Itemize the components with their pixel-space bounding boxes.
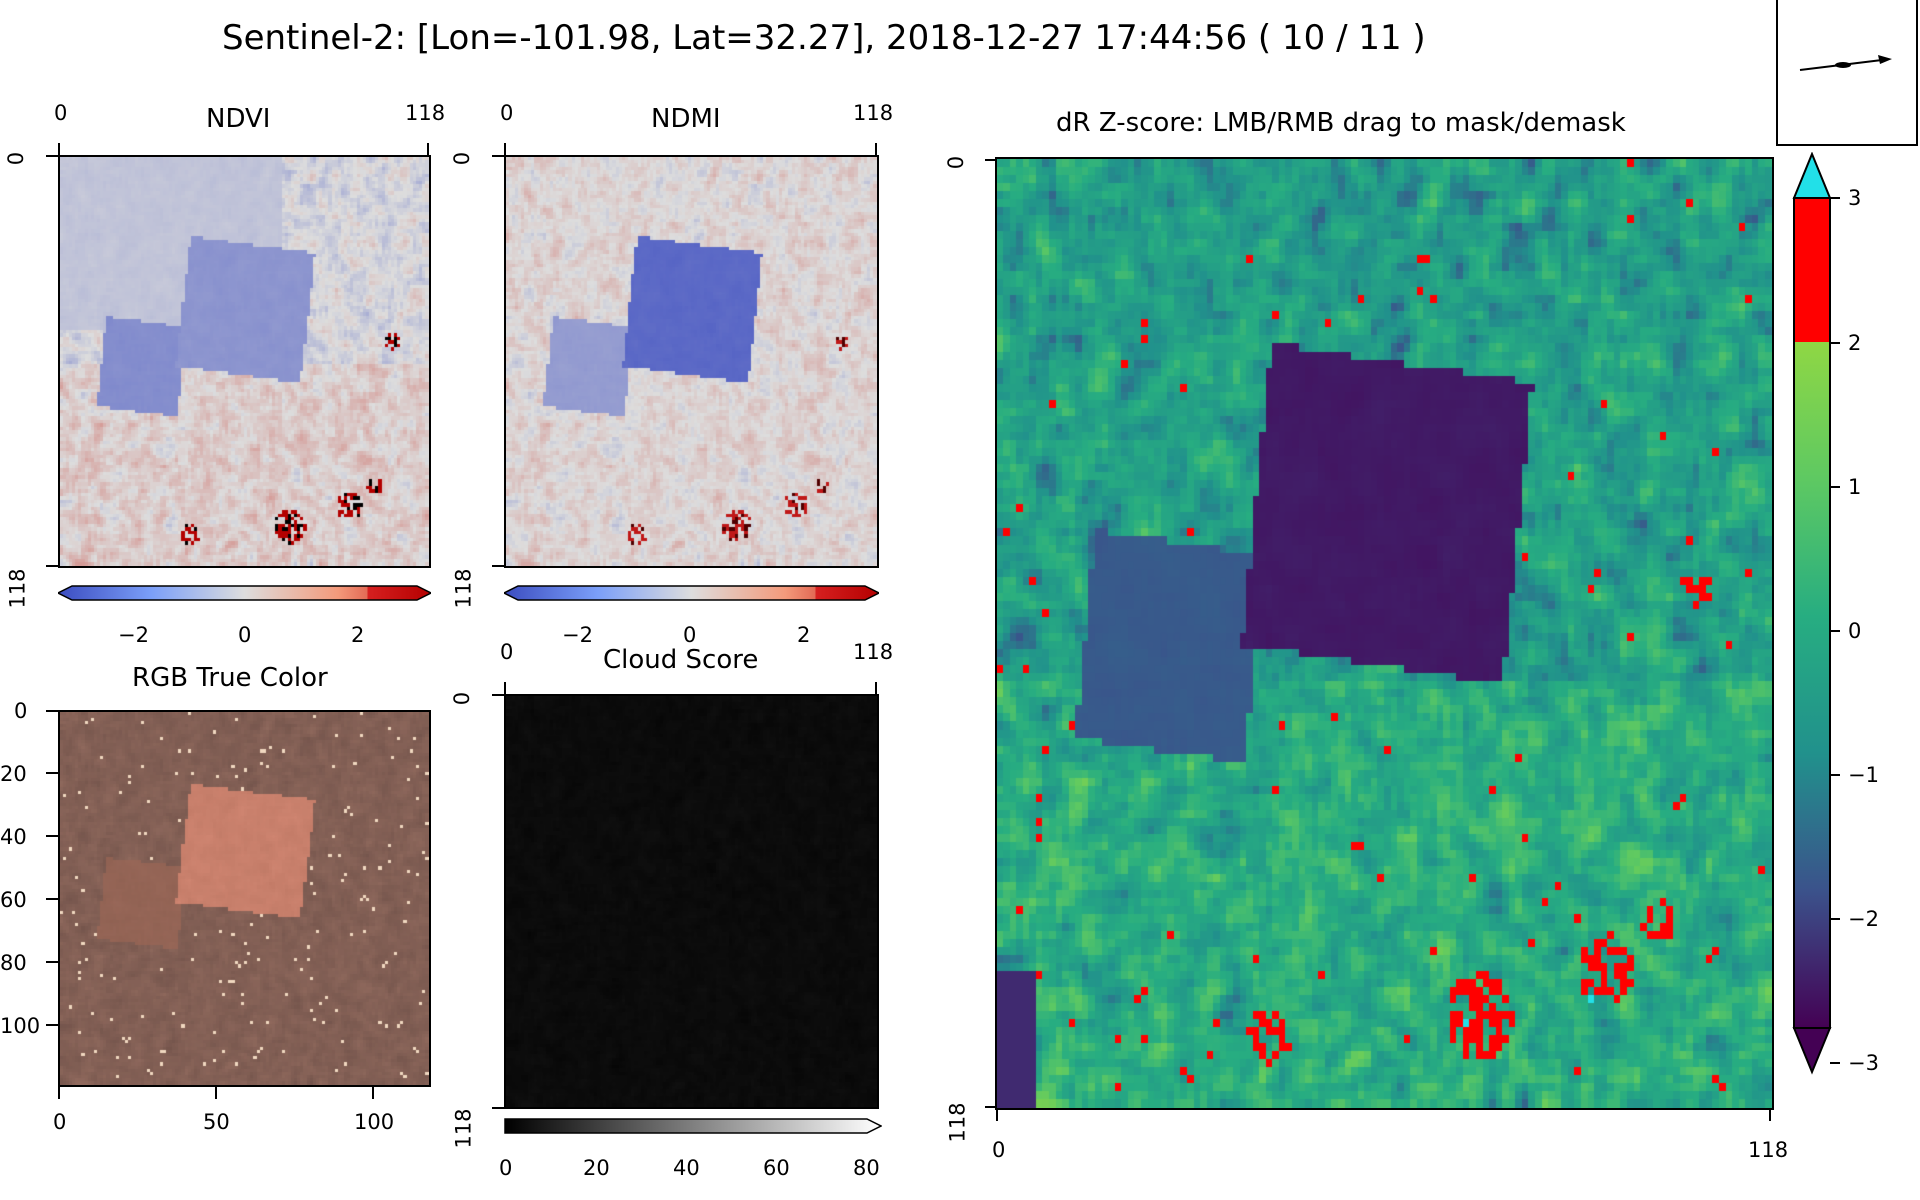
- zscore-cbar-tick-neg1: −1: [1848, 763, 1879, 787]
- zscore-cbar-tick-3: 3: [1848, 186, 1862, 210]
- cloud-image[interactable]: [504, 694, 879, 1109]
- ndvi-image[interactable]: [58, 155, 431, 568]
- direction-widget[interactable]: [1776, 0, 1918, 146]
- ndvi-title: NDVI: [206, 104, 271, 134]
- ndvi-cbar-tick-2: 2: [351, 623, 365, 647]
- cloud-cbar-tick-80: 80: [853, 1156, 880, 1180]
- zscore-xtick-0: 0: [992, 1138, 1006, 1162]
- rgb-ytick-60: 60: [0, 888, 27, 912]
- ndmi-cbar-tick-2: 2: [797, 623, 811, 647]
- zscore-image[interactable]: [995, 157, 1774, 1110]
- zscore-cbar-tick-neg2: −2: [1848, 907, 1879, 931]
- ndmi-colorbar: [502, 585, 881, 601]
- ndvi-colorbar: [56, 585, 433, 601]
- ndmi-ytick-0: 0: [450, 151, 475, 166]
- rgb-image[interactable]: [58, 710, 431, 1087]
- ndvi-xtick-0: 0: [54, 101, 68, 125]
- cloud-title: Cloud Score: [603, 645, 759, 675]
- zscore-cbar-tick-1: 1: [1848, 475, 1862, 499]
- cloud-cbar-tick-0: 0: [499, 1156, 513, 1180]
- zscore-cbar-tick-2: 2: [1848, 331, 1862, 355]
- zscore-cbar-tick-0: 0: [1848, 619, 1862, 643]
- cloud-ytick-118: 118: [451, 1108, 476, 1149]
- zscore-ytick-0: 0: [944, 155, 969, 170]
- rgb-title: RGB True Color: [132, 663, 328, 693]
- ndmi-cbar-tick-neg2: −2: [562, 623, 593, 647]
- rgb-ytick-100: 100: [0, 1014, 41, 1038]
- rgb-ytick-0: 0: [14, 699, 28, 723]
- cloud-xtick-0: 0: [500, 640, 514, 664]
- cloud-ytick-0: 0: [450, 691, 475, 706]
- rgb-ytick-80: 80: [0, 951, 27, 975]
- ndmi-cbar-tick-0: 0: [683, 623, 697, 647]
- ndvi-cbar-tick-0: 0: [238, 623, 252, 647]
- cloud-colorbar: [504, 1118, 883, 1134]
- rgb-ytick-40: 40: [0, 825, 27, 849]
- rgb-xtick-50: 50: [203, 1110, 230, 1134]
- cloud-cbar-tick-20: 20: [583, 1156, 610, 1180]
- rgb-xtick-0: 0: [53, 1110, 67, 1134]
- figure-title: Sentinel-2: [Lon=-101.98, Lat=32.27], 20…: [222, 18, 1426, 58]
- cloud-cbar-tick-40: 40: [673, 1156, 700, 1180]
- ndvi-ytick-118: 118: [5, 568, 30, 609]
- zscore-xtick-118: 118: [1748, 1138, 1789, 1162]
- zscore-colorbar[interactable]: [1792, 151, 1832, 1076]
- rgb-xtick-100: 100: [354, 1110, 395, 1134]
- ndmi-xtick-118: 118: [853, 101, 894, 125]
- ndvi-cbar-tick-neg2: −2: [118, 623, 149, 647]
- arrow-icon: [1799, 55, 1892, 71]
- rgb-ytick-20: 20: [0, 762, 27, 786]
- zscore-ytick-118: 118: [945, 1102, 970, 1143]
- ndmi-ytick-118: 118: [451, 568, 476, 609]
- cloud-xtick-118: 118: [853, 640, 894, 664]
- cloud-cbar-tick-60: 60: [763, 1156, 790, 1180]
- ndmi-image[interactable]: [504, 155, 879, 568]
- ndmi-title: NDMI: [651, 104, 721, 134]
- zscore-title: dR Z-score: LMB/RMB drag to mask/demask: [1056, 108, 1626, 138]
- ndmi-xtick-0: 0: [500, 101, 514, 125]
- ndvi-xtick-118: 118: [405, 101, 446, 125]
- ndvi-ytick-0: 0: [4, 151, 29, 166]
- zscore-cbar-tick-neg3: −3: [1848, 1051, 1879, 1075]
